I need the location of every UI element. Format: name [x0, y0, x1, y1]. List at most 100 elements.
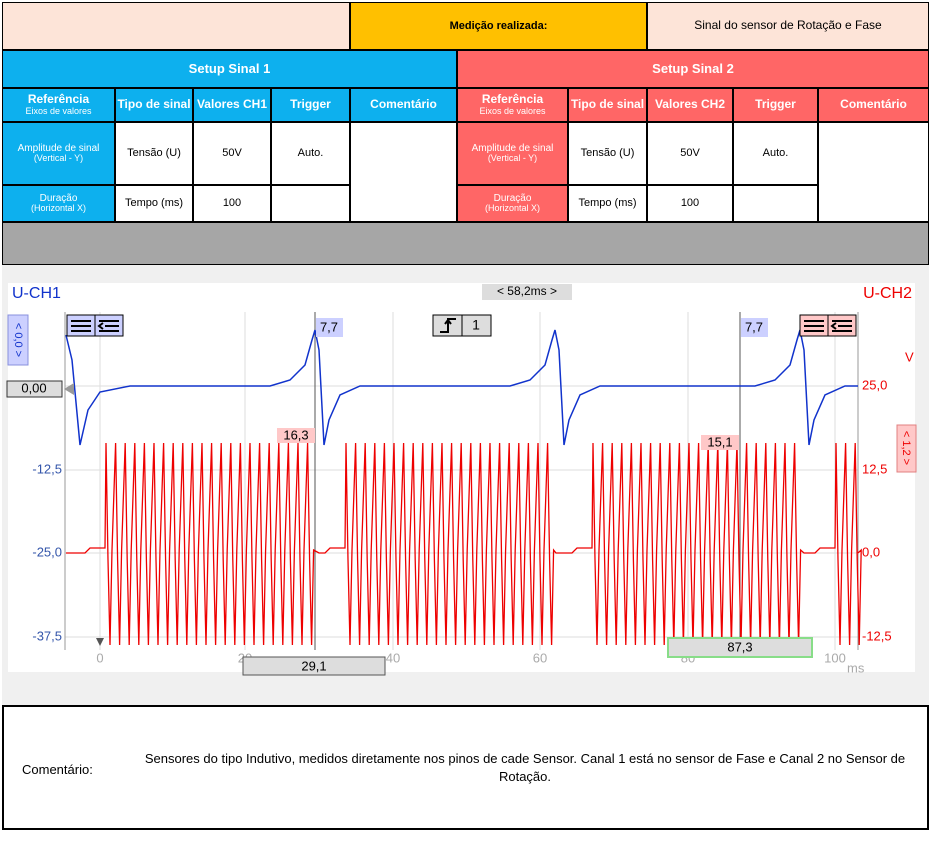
column-header: Valores CH1 [193, 88, 271, 122]
offset-label: < 1,2 > [900, 431, 912, 465]
comment-section [2, 705, 929, 830]
column-header-text: Comentário [370, 97, 437, 112]
table-cell: Duração (Horizontal X) [2, 185, 115, 222]
header-label: Medição realizada: [350, 2, 647, 50]
setup-title: Setup Sinal 1 [2, 50, 457, 88]
table-cell: Duração (Horizontal X) [457, 185, 568, 222]
axis-text: (Vertical - Y) [33, 153, 84, 164]
marker-arrow [64, 383, 74, 395]
marker-box [6, 380, 63, 398]
span-label: < 58,2ms > [497, 284, 557, 298]
peak-box [701, 435, 739, 450]
cell-text: Auto. [297, 147, 324, 160]
table-cell: 100 [193, 185, 271, 222]
column-header-text: Valores CH1 [196, 97, 268, 112]
table-cell [271, 185, 350, 222]
header-blank [2, 2, 350, 50]
cursor-marker [96, 638, 104, 646]
column-header-text: Trigger [290, 97, 331, 112]
ch2-waveform [66, 442, 862, 646]
cell-text: Tempo (ms) [578, 197, 637, 210]
marker-label: 0,00 [21, 380, 46, 395]
peak-label: 15,1 [707, 434, 732, 449]
cell-text: Duração [493, 193, 532, 205]
y2-tick-label: 0,0 [862, 544, 880, 559]
cell-text: 100 [680, 197, 700, 210]
comment-label: Comentário: [22, 762, 93, 777]
oscilloscope: U-CH1 U-CH2< 58,2ms >< 0,0 >< 1,2 >0,00Vm… [6, 283, 917, 676]
channel-label: U-CH2 [863, 285, 912, 302]
y-tick-label: -37,5 [32, 628, 62, 643]
trigger-glyph [440, 318, 456, 333]
trigger-channel: 1 [472, 317, 480, 333]
cell-text: Tensão (U) [127, 147, 181, 160]
table-cell: Auto. [733, 122, 818, 185]
cell-text: 100 [222, 197, 242, 210]
setup-title-text: Setup Sinal 2 [652, 60, 734, 76]
column-header-text: Tipo de sinal [570, 97, 645, 112]
icon-glyph [804, 320, 852, 332]
peak-label: 16,3 [283, 427, 308, 442]
cell-text: Tensão (U) [580, 147, 635, 160]
reference-note: Eixos de valores [479, 105, 546, 116]
table-cell: Auto. [271, 122, 350, 185]
trigger-channel-box [461, 314, 492, 337]
span-box [482, 284, 572, 300]
column-header: Comentário [350, 88, 457, 122]
column-header-text: Comentário [840, 97, 907, 112]
table-cell: Tempo (ms) [115, 185, 193, 222]
column-header-text: Tipo de sinal [117, 97, 191, 112]
icon-glyph [71, 320, 119, 332]
x-tick-label: 60 [533, 650, 547, 665]
x-tick-label: 40 [386, 650, 400, 665]
column-header-text: Referência [27, 92, 90, 107]
channel-label: U-CH1 [12, 285, 61, 302]
x-tick-label: 0 [96, 650, 103, 665]
y-tick-label: -25,0 [32, 544, 62, 559]
cell-text: 50V [680, 147, 700, 160]
cell-text: Duração [39, 193, 78, 205]
axis-text: (Vertical - Y) [487, 153, 538, 164]
cell-text: Tempo (ms) [124, 197, 184, 210]
cursor-box [242, 656, 386, 676]
y2-tick-label: 25,0 [862, 377, 887, 392]
cursor-box [667, 637, 813, 658]
axis-text: (Horizontal X) [30, 203, 86, 214]
column-header: Trigger [733, 88, 818, 122]
column-header-text: Valores CH2 [654, 97, 726, 112]
table-cell: 100 [647, 185, 733, 222]
table-cell [733, 185, 818, 222]
table-cell: Tensão (U) [115, 122, 193, 185]
unit-label: ms [847, 660, 865, 675]
peak-box [316, 318, 343, 337]
cursor-label: 29,1 [301, 658, 326, 673]
offset-label: < 0,0 > [12, 323, 24, 357]
comment-cell [350, 122, 457, 222]
cell-text: 50V [222, 147, 242, 160]
column-header: Referência Eixos de valores [2, 88, 115, 122]
y2-tick-label: -12,5 [862, 628, 892, 643]
y2-tick-label: 12,5 [862, 461, 887, 476]
offset-box [7, 314, 29, 366]
table-cell: Amplitude de sinal (Vertical - Y) [2, 122, 115, 185]
peak-box [741, 318, 768, 337]
table-cell: Tempo (ms) [568, 185, 647, 222]
table-cell: Amplitude de sinal (Vertical - Y) [457, 122, 568, 185]
peak-label: 7,7 [745, 319, 763, 334]
column-header: Tipo de sinal [568, 88, 647, 122]
unit-label: V [905, 349, 914, 364]
setup-title-text: Setup Sinal 1 [188, 60, 271, 76]
table-cell: 50V [647, 122, 733, 185]
comment-cell [818, 122, 929, 222]
cell-text: Auto. [762, 147, 789, 160]
peak-label: 7,7 [320, 319, 338, 334]
column-header: Tipo de sinal [115, 88, 193, 122]
column-header: Referência Eixos de valores [457, 88, 568, 122]
cell-text: Amplitude de sinal [17, 143, 100, 155]
peak-box [277, 428, 315, 443]
column-header: Valores CH2 [647, 88, 733, 122]
column-header-text: Referência [481, 92, 544, 107]
x-tick-label: 100 [824, 650, 846, 665]
table-cell: 50V [193, 122, 271, 185]
